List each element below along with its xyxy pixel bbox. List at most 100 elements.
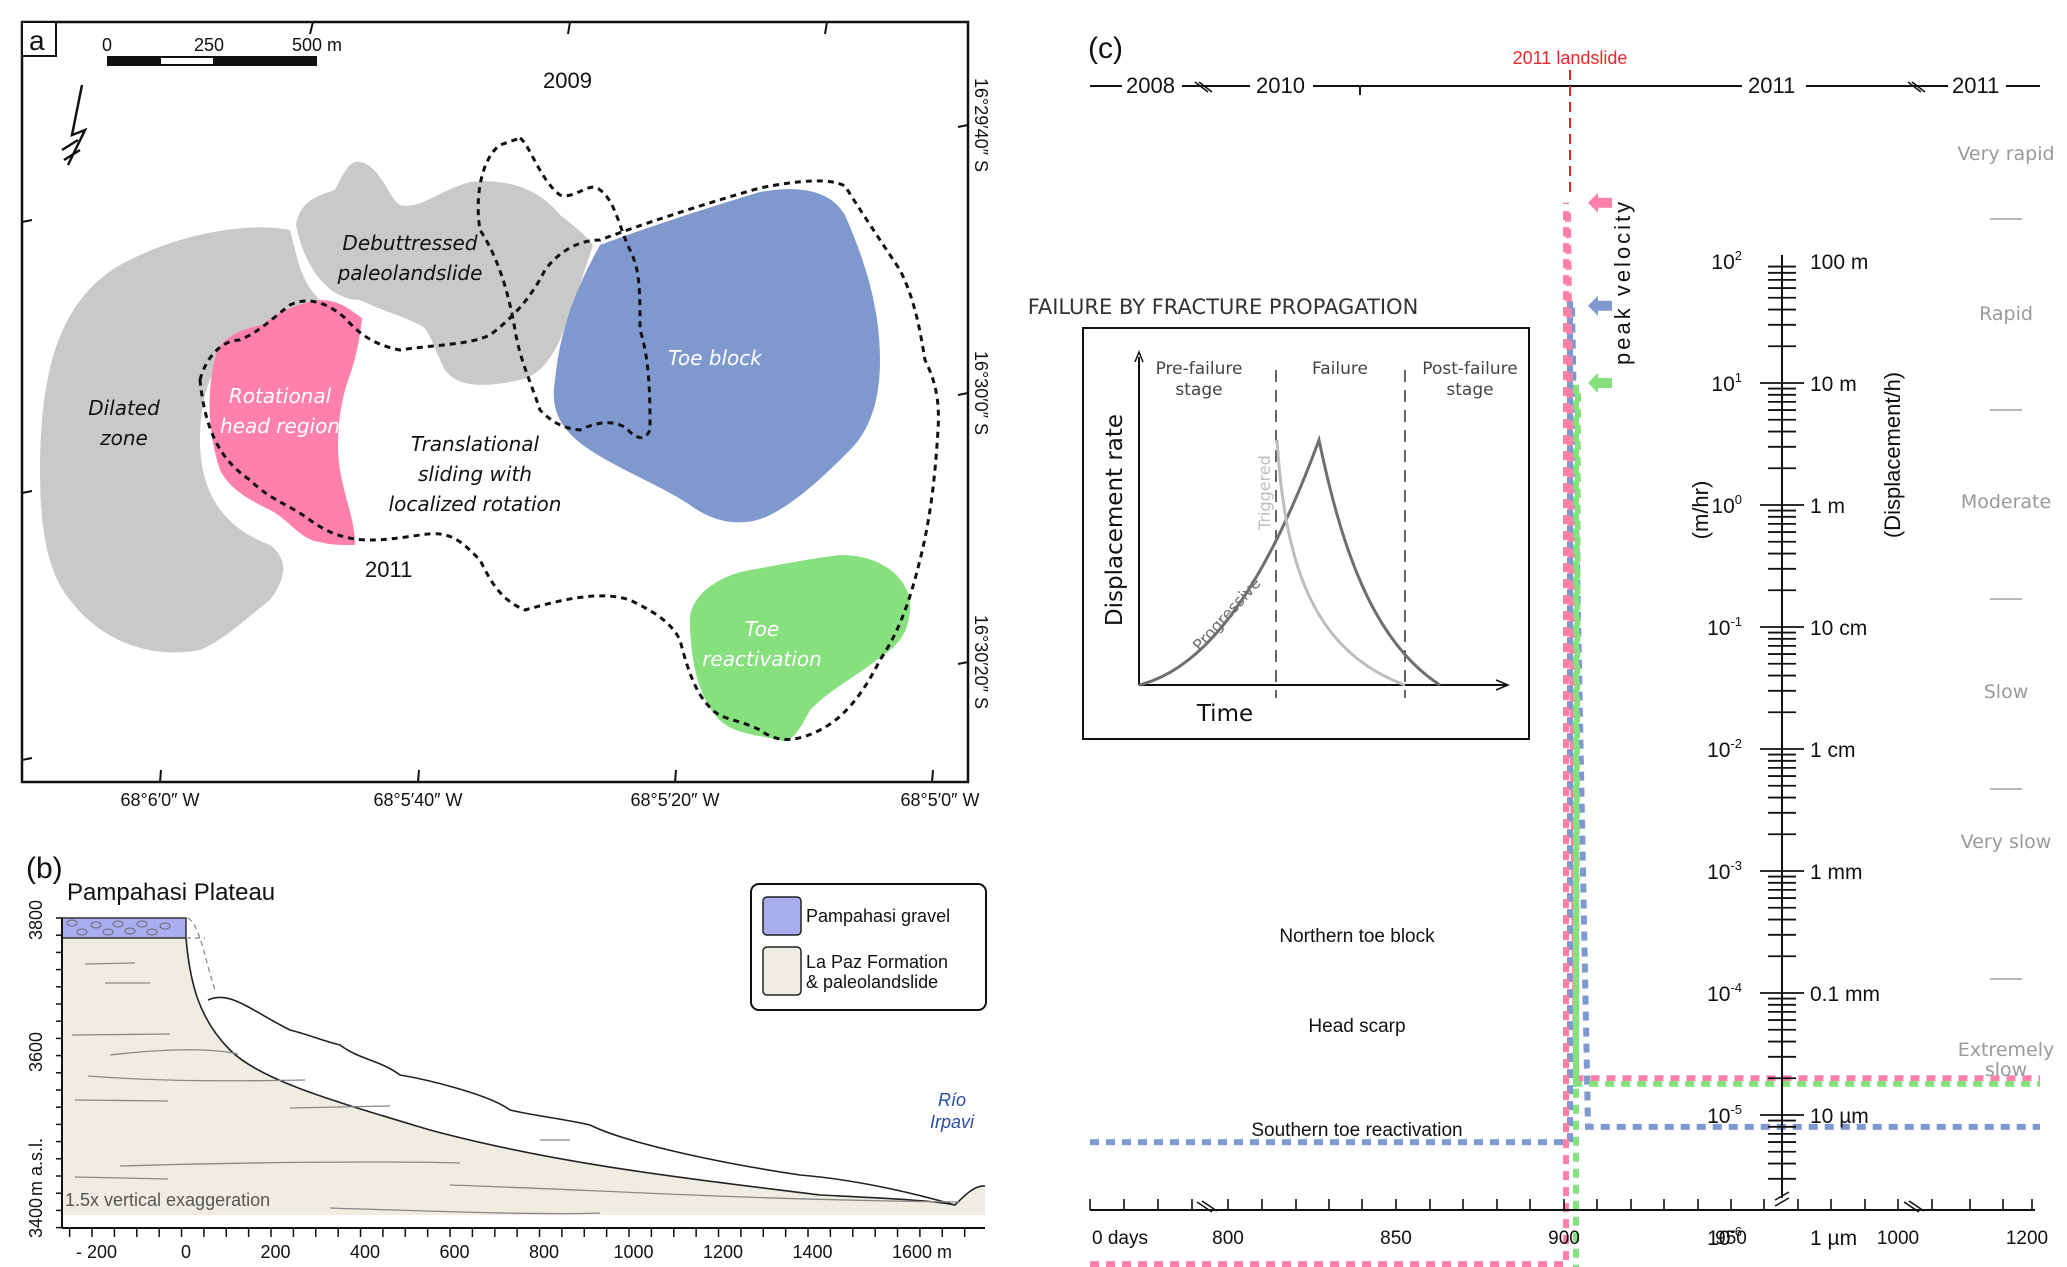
rotational-label-1: Rotational — [229, 384, 332, 408]
peak-arrow-icon — [1588, 192, 1612, 213]
x-tick-label: - 200 — [76, 1242, 117, 1262]
log-exponent-label: 101 — [1711, 370, 1742, 396]
bottom-axis-label: 1200 — [2006, 1228, 2048, 1249]
stage-prefailure-1: Pre-failure — [1156, 359, 1243, 379]
river-label-2: Irpavi — [930, 1112, 975, 1132]
legend-label-formation: La Paz Formation — [806, 952, 948, 972]
panel-a-label-box — [21, 21, 57, 57]
scale-bar-tick-250: 250 — [194, 35, 224, 55]
x-axis-labels: - 200 0 200 400 600 800 1000 1200 1400 1600 m — [76, 1242, 952, 1262]
inset-ylabel: Displacement rate — [1102, 414, 1128, 626]
lat-label-2: 16°30′0″ S — [971, 351, 991, 435]
log-exponent-label: 10-1 — [1707, 614, 1742, 640]
log-distance-label: 0.1 mm — [1810, 983, 1880, 1006]
translational-label-3: localized rotation — [389, 492, 562, 516]
x-tick-label: 1200 — [703, 1242, 743, 1262]
log-distance-label: 10 m — [1810, 373, 1857, 396]
toe-block-shape — [553, 189, 880, 523]
x-tick-label: 1600 m — [892, 1242, 952, 1262]
curve-progressive — [1138, 434, 1441, 687]
north-arrow-icon — [61, 84, 88, 166]
velocity-class-label: Very rapid — [1957, 143, 2054, 165]
y-tick-3400: 3400 — [26, 1198, 46, 1238]
panel-b-label: (b) — [26, 852, 63, 885]
log-axis-right-unit: (Displacement/h) — [1880, 372, 1905, 538]
series-label-southern-toe: Southern toe reactivation — [1251, 1120, 1462, 1141]
scale-bar-tick-500: 500 m — [292, 35, 342, 55]
peak-arrows — [1588, 192, 1612, 393]
debuttressed-label-2: paleolandslide — [337, 261, 483, 285]
bottom-axis-ticks — [1089, 1199, 2033, 1210]
x-tick-label: 0 — [181, 1242, 191, 1262]
bottom-axis-label: 0 days — [1092, 1228, 1148, 1249]
peak-arrow-icon — [1588, 295, 1612, 316]
x-axis-ticks — [68, 1228, 966, 1237]
log-axis-break — [1774, 1191, 1790, 1207]
slope-profile — [185, 937, 956, 1206]
la-paz-formation-fill — [62, 938, 985, 1215]
log-exponent-label: 10-3 — [1707, 858, 1742, 884]
bottom-axis-break-1 — [1196, 1200, 1218, 1213]
map-frame — [20, 20, 970, 784]
y-tick-3800: 3800 — [26, 900, 46, 940]
log-exponent-label: 10-6 — [1707, 1224, 1742, 1250]
outline-2009-label: 2009 — [543, 68, 592, 93]
translational-label-2: sliding with — [418, 462, 532, 486]
log-exponent-label: 100 — [1711, 492, 1742, 518]
log-distance-label: 1 mm — [1810, 861, 1863, 884]
velocity-class-label: Rapid — [1979, 303, 2033, 325]
stage-postfailure-1: Post-failure — [1422, 359, 1517, 379]
peak-arrow-icon — [1588, 373, 1612, 393]
log-distance-label: 100 m — [1810, 251, 1868, 274]
log-exponent-label: 10-2 — [1707, 736, 1742, 762]
log-axis-labels: 102 100 m 101 10 m 100 1 m 10-1 10 cm 10-2 1 cm 10… — [1707, 248, 1880, 1250]
velocity-class-label: Very slow — [1961, 831, 2052, 853]
velocity-class-label: slow — [1985, 1059, 2027, 1081]
x-tick-label: 200 — [260, 1242, 290, 1262]
translational-label-1: Translational — [411, 432, 540, 456]
toe-block-label: Toe block — [668, 346, 763, 370]
stage-failure: Failure — [1312, 359, 1368, 379]
inset-title: FAILURE BY FRACTURE PROPAGATION — [1028, 295, 1419, 319]
velocity-class-label: Moderate — [1961, 491, 2051, 513]
log-axis-ticks — [1760, 265, 1804, 1180]
lon-label-3: 68°5′20″ W — [631, 790, 720, 810]
y-tick-3600: 3600 — [26, 1032, 46, 1072]
top-axis-2008: 2008 — [1126, 73, 1175, 98]
stage-postfailure-2: stage — [1446, 380, 1493, 400]
velocity-class-label: Slow — [1984, 681, 2029, 703]
log-exponent-label: 10-5 — [1707, 1102, 1742, 1128]
series-line-southern-toe-reactivation — [1572, 383, 2040, 1267]
rotational-head-region-shape — [209, 300, 362, 545]
former-scarp-dashed — [186, 917, 216, 991]
frame-ticks — [21, 21, 969, 783]
outline-2011 — [198, 179, 940, 741]
bottom-axis-label: 900 — [1548, 1228, 1580, 1249]
series-label-northern-toe-block: Northern toe block — [1279, 926, 1435, 947]
inset-failure-diagram: FAILURE BY FRACTURE PROPAGATION Pre-fail… — [1028, 295, 1530, 740]
lon-label-1: 68°6′0″ W — [121, 790, 200, 810]
top-time-axis — [1090, 81, 2040, 95]
dilated-zone-label-2: zone — [99, 426, 148, 450]
legend-swatch-gravel — [762, 896, 802, 936]
gravel-pebbles — [66, 919, 171, 936]
panel-b-legend: Pampahasi gravel La Paz Formation & pale… — [750, 883, 987, 1011]
panel-a-label: a — [29, 25, 45, 56]
vertical-exaggeration-note: 1.5x vertical exaggeration — [65, 1190, 270, 1210]
legend-label-formation-2: & paleolandslide — [806, 972, 938, 992]
lon-label-2: 68°5′40″ W — [374, 790, 463, 810]
curve-triggered — [1275, 439, 1406, 687]
bottom-axis-label: 800 — [1212, 1228, 1244, 1249]
bottom-axis-label: 1000 — [1877, 1228, 1919, 1249]
debuttressed-paleolandslide-shape — [296, 161, 593, 385]
stage-prefailure-2: stage — [1175, 380, 1222, 400]
log-exponent-label: 102 — [1711, 248, 1742, 274]
x-tick-label: 1400 — [792, 1242, 832, 1262]
series-layer — [1090, 202, 2040, 1267]
top-axis-2011-b: 2011 — [1952, 73, 1999, 98]
legend-label-gravel: Pampahasi gravel — [806, 906, 950, 926]
panel-a-map: a 0 250 500 m — [20, 20, 991, 810]
legend-swatch-formation — [762, 946, 802, 996]
log-distance-label: 10 µm — [1810, 1105, 1869, 1128]
